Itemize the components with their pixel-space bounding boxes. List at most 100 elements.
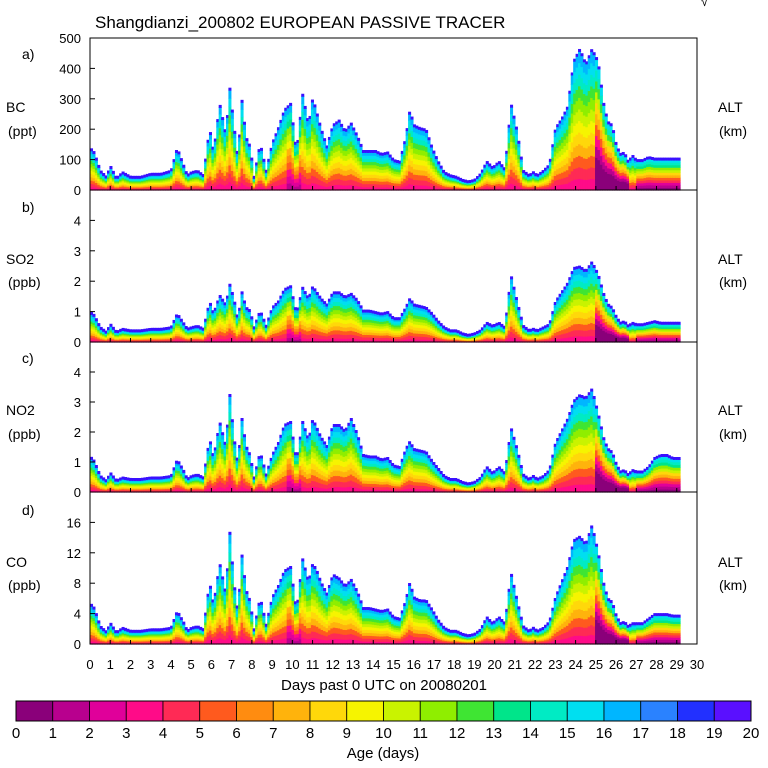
panel-b-cell bbox=[332, 301, 336, 307]
panel-a-cap bbox=[631, 155, 635, 159]
panel-a-cell bbox=[191, 174, 196, 177]
panel-b-cell bbox=[128, 332, 132, 334]
panel-b-cell bbox=[269, 319, 273, 323]
panel-a-cell bbox=[391, 169, 395, 173]
panel-b-cell bbox=[327, 300, 331, 305]
panel-b-cell bbox=[109, 337, 113, 340]
panel-a-cell bbox=[109, 188, 113, 191]
panel-a-cell bbox=[650, 158, 654, 163]
panel-b-cell bbox=[269, 339, 273, 343]
panel-a-cap bbox=[150, 172, 154, 176]
panel-b-cell bbox=[291, 320, 295, 325]
panel-b-cell bbox=[330, 338, 334, 343]
panel-a-cell bbox=[325, 158, 329, 163]
panel-a-cell bbox=[357, 144, 361, 149]
panel-a-cell bbox=[417, 154, 421, 160]
panel-a-cell bbox=[463, 188, 467, 190]
panel-a-cell bbox=[223, 150, 227, 157]
panel-a-cell bbox=[374, 186, 378, 191]
panel-a-cell bbox=[677, 169, 681, 173]
panel-a-cell bbox=[614, 166, 618, 172]
chart-title: Shangdianzi_200802 EUROPEAN PASSIVE TRAC… bbox=[95, 13, 505, 32]
panel-b-cell bbox=[262, 329, 266, 332]
panel-a-cell bbox=[570, 112, 574, 124]
panel-b-cell bbox=[327, 324, 331, 329]
panel-a-cell bbox=[473, 181, 477, 183]
panel-a-cell bbox=[371, 167, 375, 172]
panel-a-cell bbox=[395, 169, 399, 172]
panel-b-cell bbox=[408, 331, 412, 336]
panel-a-cell bbox=[289, 161, 293, 170]
panel-b-cell bbox=[318, 297, 322, 302]
panel-a-cap bbox=[607, 121, 611, 125]
panel-a-cell bbox=[485, 169, 489, 173]
panel-a-cell bbox=[216, 144, 220, 151]
panel-b-cell bbox=[386, 327, 390, 331]
panel-a-cell bbox=[386, 153, 390, 158]
panel-b-cell bbox=[216, 302, 220, 307]
panel-a-cell bbox=[306, 155, 310, 162]
panel-a-cell bbox=[665, 182, 669, 186]
panel-a-cell bbox=[289, 154, 293, 163]
panel-b-cell bbox=[216, 335, 220, 340]
panel-a-cell bbox=[463, 185, 467, 187]
panel-a-cell bbox=[369, 177, 373, 182]
panel-a-cell bbox=[357, 173, 361, 179]
panel-a-cell bbox=[480, 177, 484, 180]
panel-a-cell bbox=[225, 135, 229, 142]
panel-b-cell bbox=[340, 322, 344, 327]
panel-a-cell bbox=[223, 131, 227, 137]
panel-a-cell bbox=[558, 156, 562, 163]
panel-a-cap bbox=[347, 125, 351, 129]
panel-a-cell bbox=[391, 177, 395, 181]
panel-a-cell bbox=[170, 185, 174, 188]
panel-b-cell bbox=[289, 337, 293, 343]
panel-a-cell bbox=[510, 162, 514, 170]
panel-a-cell bbox=[607, 162, 611, 169]
panel-b-cell bbox=[306, 297, 310, 302]
panel-a-cell bbox=[667, 172, 671, 176]
panel-b-cell bbox=[410, 318, 414, 323]
panel-a-cell bbox=[114, 186, 118, 189]
panel-b-cell bbox=[162, 334, 166, 337]
panel-a-cell bbox=[138, 186, 142, 189]
panel-a-cell bbox=[660, 167, 664, 171]
panel-a-cell bbox=[500, 168, 504, 171]
panel-a-cell bbox=[308, 165, 312, 173]
panel-b-cell bbox=[366, 334, 370, 338]
panel-a-cap bbox=[284, 107, 288, 111]
panel-b-cap bbox=[165, 326, 169, 330]
panel-b-cell bbox=[393, 336, 397, 339]
panel-a-cell bbox=[565, 149, 569, 157]
panel-b-cell bbox=[131, 336, 135, 339]
panel-a-cell bbox=[170, 186, 174, 189]
panel-a-cell bbox=[116, 183, 120, 186]
panel-a-cap bbox=[590, 49, 594, 53]
panel-b-cell bbox=[344, 308, 348, 313]
panel-a-cell bbox=[507, 168, 511, 175]
panel-b-cell bbox=[191, 332, 196, 335]
panel-a-cell bbox=[284, 129, 288, 138]
panel-a-cell bbox=[298, 142, 302, 150]
panel-a-cell bbox=[143, 184, 147, 187]
panel-a-cell bbox=[556, 136, 560, 143]
panel-b-cell bbox=[225, 305, 229, 310]
panel-a-cell bbox=[145, 178, 149, 181]
panel-a-cell bbox=[425, 170, 429, 177]
panel-a-cap bbox=[412, 124, 416, 128]
panel-a-cell bbox=[612, 146, 616, 152]
panel-b-cell bbox=[272, 313, 276, 317]
panel-b-cell bbox=[327, 321, 331, 326]
panel-a-cell bbox=[228, 89, 232, 99]
panel-a-cell bbox=[641, 173, 645, 177]
panel-b-cell bbox=[417, 324, 421, 328]
panel-a-cell bbox=[502, 186, 506, 189]
panel-a-cell bbox=[551, 149, 555, 155]
panel-b-cell bbox=[374, 315, 378, 319]
panel-b-cell bbox=[160, 335, 164, 338]
panel-a-cell bbox=[524, 185, 528, 188]
panel-a-cell bbox=[325, 182, 329, 188]
panel-a-cap bbox=[281, 112, 285, 116]
panel-a-cell bbox=[342, 160, 346, 166]
